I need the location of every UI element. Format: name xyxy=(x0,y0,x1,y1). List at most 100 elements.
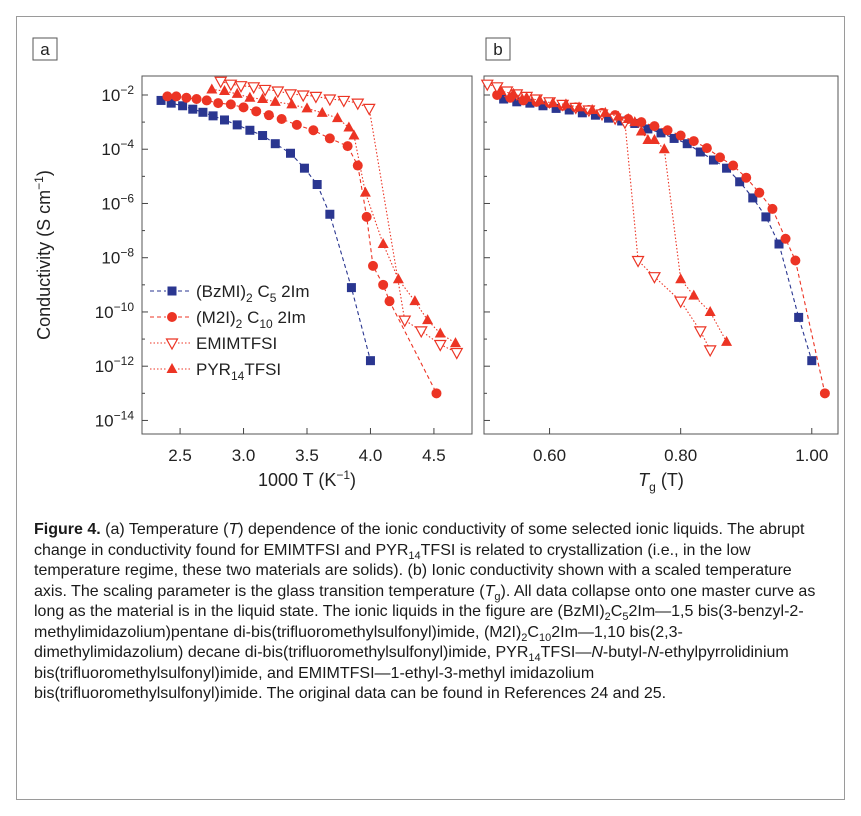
panel-b-series xyxy=(480,79,830,399)
data-point xyxy=(780,233,791,244)
data-point xyxy=(286,98,298,109)
data-point xyxy=(434,327,446,338)
data-point xyxy=(384,296,395,307)
panel-a-x-ticks: 2.5 3.0 3.5 4.0 4.5 xyxy=(168,428,446,465)
data-point xyxy=(348,129,360,140)
y-axis-label: Conductivity (S cm−1) xyxy=(32,170,54,340)
data-point xyxy=(166,98,176,108)
data-point xyxy=(352,160,363,171)
data-point xyxy=(721,335,733,346)
x-tick-label: 4.5 xyxy=(422,446,446,465)
data-point xyxy=(325,209,335,219)
data-point xyxy=(181,92,192,103)
legend-entry-label: (M2I)2 C10 2Im xyxy=(196,308,306,331)
x-tick-label: 4.0 xyxy=(359,446,383,465)
data-point xyxy=(735,177,745,187)
data-point xyxy=(521,91,533,102)
legend-entry-label: PYR14TFSI xyxy=(196,360,281,383)
y-tick-label: 10−6 xyxy=(101,191,134,213)
data-point xyxy=(337,95,351,108)
data-point xyxy=(191,94,202,105)
data-point xyxy=(450,347,464,360)
data-point xyxy=(224,79,238,92)
data-point xyxy=(682,139,692,149)
data-point xyxy=(269,95,281,106)
panel-b-x-ticks: 0.60 0.80 1.00 xyxy=(533,428,828,465)
data-point xyxy=(316,106,328,117)
legend: (BzMI)2 C5 2Im (M2I)2 C10 2Im EMIMTFSI PYR1… xyxy=(150,282,309,383)
data-point xyxy=(622,113,634,124)
data-point xyxy=(551,103,561,113)
data-point xyxy=(422,314,434,325)
data-point xyxy=(674,296,688,309)
data-point xyxy=(296,90,310,103)
data-point xyxy=(178,101,188,111)
data-point xyxy=(312,180,322,190)
legend-marker xyxy=(167,312,177,322)
data-point xyxy=(251,106,262,117)
data-point xyxy=(213,98,224,109)
series-line xyxy=(167,95,437,394)
data-point xyxy=(234,81,248,93)
y-tick-label: 10−14 xyxy=(95,408,135,430)
y-tick-label: 10−8 xyxy=(101,246,134,268)
data-point xyxy=(547,97,559,108)
data-point xyxy=(604,113,614,123)
panel-b-label: b xyxy=(493,40,502,59)
data-point xyxy=(258,131,268,141)
data-point xyxy=(586,103,598,114)
data-point xyxy=(156,95,166,105)
data-point xyxy=(247,82,261,95)
data-point xyxy=(790,255,801,266)
x-tick-label: 1.00 xyxy=(795,446,828,465)
legend-marker xyxy=(166,363,178,373)
data-point xyxy=(761,212,771,222)
data-point xyxy=(398,315,412,328)
data-point xyxy=(238,102,249,113)
data-point xyxy=(688,136,699,147)
data-point xyxy=(643,124,653,134)
panel-a-label: a xyxy=(40,40,50,59)
data-point xyxy=(433,339,447,352)
data-point xyxy=(171,91,182,102)
panel-a-x-axis-label: 1000 T (K−1) xyxy=(258,468,356,490)
data-point xyxy=(225,99,236,110)
data-point xyxy=(299,163,309,173)
data-point xyxy=(612,110,624,121)
data-point xyxy=(431,388,442,399)
data-point xyxy=(647,272,661,284)
data-point xyxy=(245,125,255,135)
data-point xyxy=(675,273,687,284)
data-point xyxy=(635,125,647,136)
x-tick-label: 3.0 xyxy=(232,446,256,465)
figure-caption: Figure 4. (a) Temperature (T) dependence… xyxy=(34,521,816,702)
data-point xyxy=(283,89,298,102)
legend-marker xyxy=(165,338,179,351)
series-line xyxy=(500,90,728,343)
y-tick-label: 10−4 xyxy=(101,137,134,159)
data-point xyxy=(794,312,804,322)
panel-b-x-axis-label: Tg (T) xyxy=(638,470,684,494)
data-point xyxy=(819,388,830,399)
data-point xyxy=(361,211,372,222)
panel-a-series xyxy=(156,76,464,399)
legend-marker xyxy=(167,286,177,296)
data-point xyxy=(564,105,574,115)
y-tick-label: 10−12 xyxy=(95,354,135,376)
data-point xyxy=(377,238,389,249)
data-point xyxy=(378,279,389,290)
series-line xyxy=(487,83,711,351)
data-point xyxy=(220,115,229,125)
series-line xyxy=(503,98,813,361)
data-point xyxy=(257,93,269,104)
data-point xyxy=(244,91,256,102)
data-point xyxy=(573,101,585,112)
data-point xyxy=(722,163,732,173)
data-point xyxy=(577,108,587,118)
data-point xyxy=(232,120,242,130)
data-point xyxy=(362,103,376,116)
data-point xyxy=(258,84,272,97)
data-point xyxy=(599,106,611,117)
data-point xyxy=(748,193,758,203)
data-point xyxy=(648,133,660,144)
